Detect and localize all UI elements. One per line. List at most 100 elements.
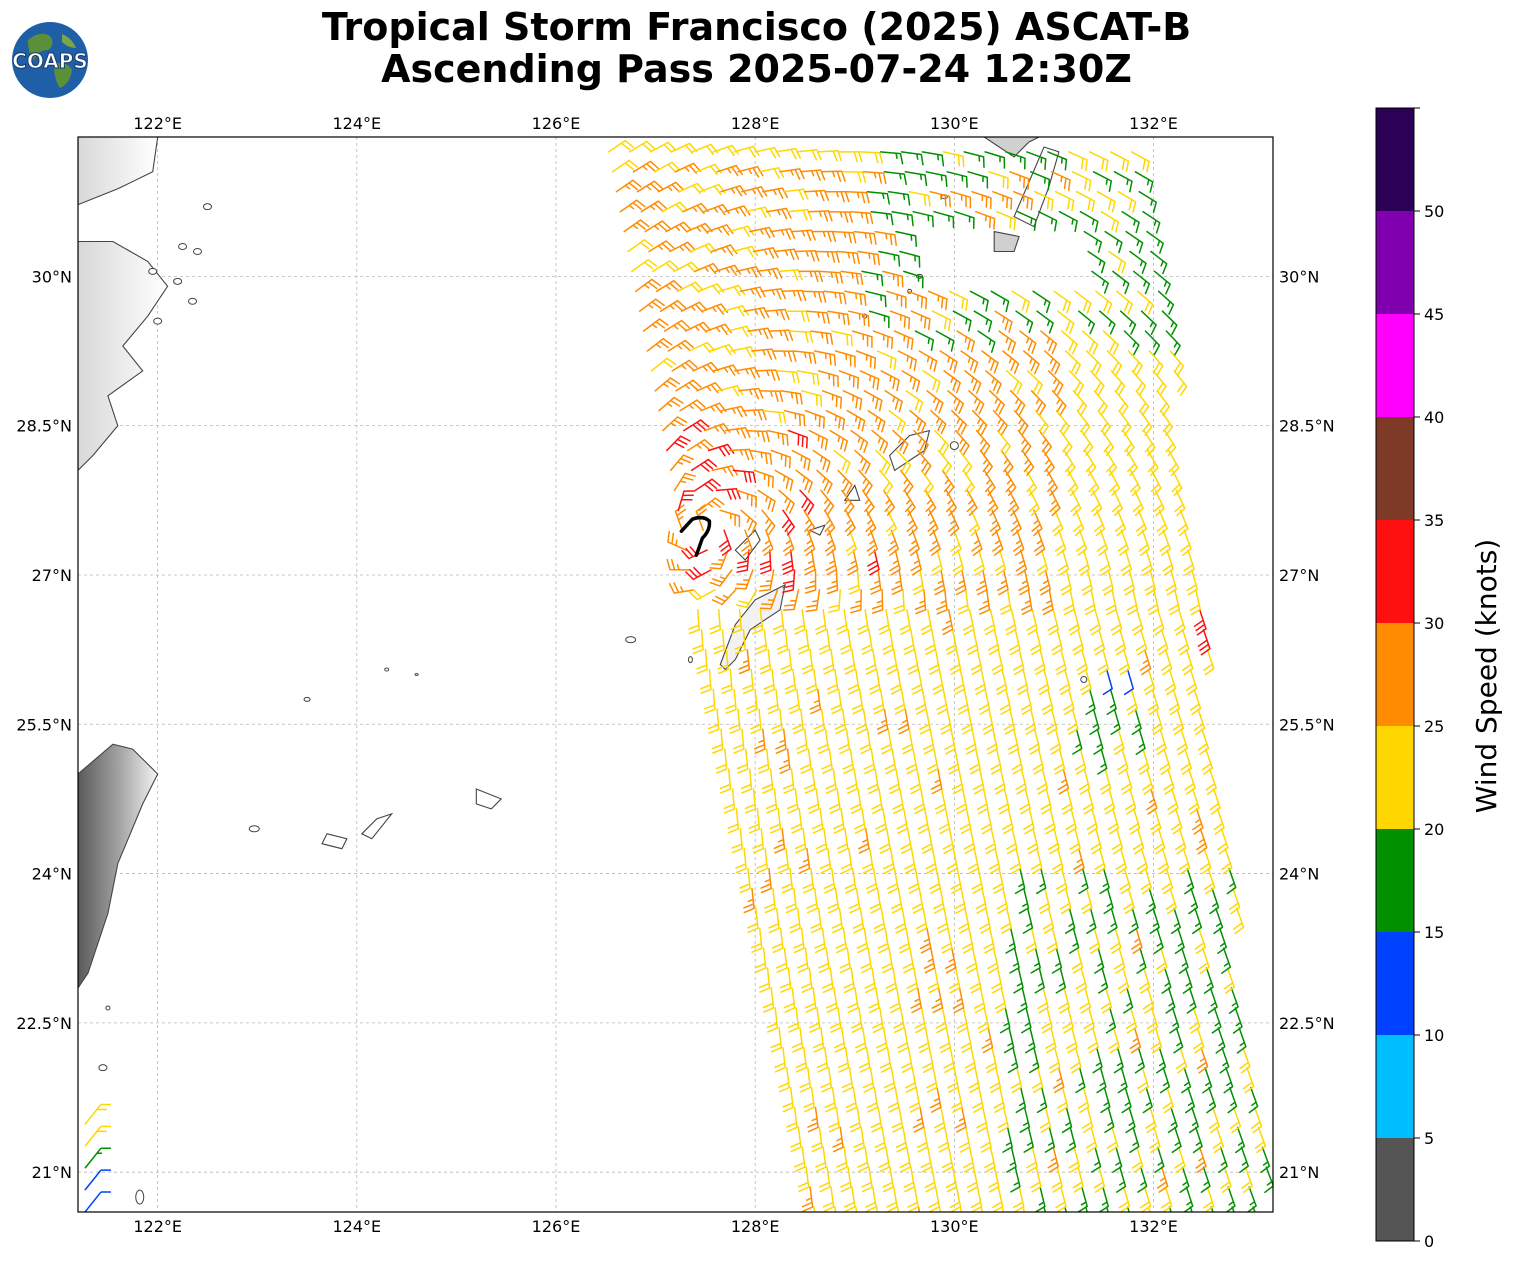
wind-barb	[858, 151, 884, 164]
wind-barb	[903, 1166, 916, 1193]
wind-barb	[1054, 190, 1075, 212]
wind-barb	[720, 185, 747, 197]
wind-barb	[857, 1146, 869, 1173]
wind-barb	[668, 582, 695, 594]
wind-barb	[1194, 927, 1206, 955]
wind-barb	[1172, 708, 1185, 736]
wind-barb	[941, 1146, 954, 1173]
wind-barb	[969, 748, 981, 775]
wind-barb	[1076, 648, 1088, 676]
wind-barb	[929, 529, 941, 556]
wind-barb	[787, 1007, 800, 1033]
wind-barb	[1135, 628, 1148, 656]
lon-tick-label-top: 130°E	[930, 114, 979, 133]
wind-barb	[1015, 1086, 1027, 1114]
wind-barb	[779, 967, 792, 993]
wind-barb	[1017, 987, 1028, 1014]
wind-barb	[1078, 549, 1091, 576]
wind-barb	[846, 768, 858, 795]
wind-barb	[1161, 867, 1174, 895]
wind-barb	[1047, 1146, 1059, 1173]
wind-barb	[869, 569, 882, 595]
wind-barb	[1015, 310, 1034, 334]
wind-barb	[848, 887, 861, 914]
wind-barb	[754, 146, 781, 159]
wind-barb	[820, 1066, 833, 1093]
wind-barb	[867, 549, 880, 576]
wind-barb	[906, 967, 919, 994]
wind-barb	[1049, 728, 1062, 755]
wind-barb	[992, 529, 1004, 556]
colorbar-tick-label: 20	[1424, 820, 1444, 839]
wind-barb	[992, 409, 1008, 436]
wind-barb	[1085, 1126, 1098, 1153]
wind-barb	[1203, 867, 1216, 895]
wind-barb	[854, 808, 866, 834]
wind-barb	[619, 199, 646, 213]
wind-barb	[1126, 688, 1138, 716]
wind-barb	[1025, 927, 1038, 954]
colorbar-tick-label: 15	[1424, 923, 1444, 942]
wind-barb	[746, 688, 758, 715]
wind-barb	[1102, 668, 1113, 696]
wind-barb	[756, 267, 783, 280]
colorbar-bin-15-20	[1376, 829, 1414, 932]
wind-barb	[761, 768, 774, 794]
wind-barb	[772, 927, 784, 954]
wind-barb	[928, 1186, 941, 1212]
wind-barb	[1009, 390, 1026, 415]
wind-barb	[906, 290, 928, 310]
wind-barb	[880, 370, 900, 392]
zhoushan-islet-2	[193, 247, 202, 255]
wind-barb	[692, 361, 719, 374]
wind-barb	[872, 688, 885, 715]
wind-barb	[1009, 628, 1021, 656]
lon-tick-label-top: 122°E	[133, 114, 182, 133]
wind-barb	[825, 409, 846, 431]
wind-barb	[1137, 1066, 1149, 1094]
wind-barb	[793, 1146, 806, 1173]
wind-barb	[778, 489, 795, 514]
wind-barb	[812, 1027, 825, 1053]
wind-barb	[1112, 1146, 1123, 1173]
wind-barb	[784, 668, 797, 695]
lat-tick-label-left: 24°N	[32, 865, 72, 884]
lon-tick-label-top: 132°E	[1129, 114, 1178, 133]
wind-barb	[1209, 788, 1221, 815]
wind-barb	[1024, 708, 1037, 735]
wind-barb	[1006, 370, 1023, 395]
wind-barb	[1002, 350, 1020, 374]
wind-barb	[1018, 887, 1030, 914]
wind-barb	[1068, 370, 1085, 396]
wind-barb	[1068, 609, 1081, 636]
wind-barb	[843, 967, 855, 994]
wind-barb	[971, 409, 988, 435]
wind-barb	[1129, 1027, 1142, 1054]
zhoushan-islet-5	[188, 297, 198, 305]
wind-barb	[1111, 489, 1124, 517]
wind-barb	[814, 927, 826, 954]
wind-barb	[773, 828, 786, 854]
wind-barb	[628, 140, 656, 153]
wind-barb	[1081, 1106, 1094, 1134]
wind-barb	[986, 728, 998, 755]
wind-barb	[836, 250, 860, 265]
wind-barb	[1089, 609, 1102, 636]
lat-tick-label-right: 28.5°N	[1279, 417, 1335, 436]
wind-barb	[676, 281, 704, 293]
wind-barb	[910, 310, 931, 331]
wind-barb	[980, 1126, 992, 1153]
wind-barb	[926, 748, 939, 775]
wind-barb	[856, 927, 869, 954]
wind-barb	[976, 788, 989, 815]
wind-barb	[833, 808, 845, 834]
wind-barb	[607, 139, 635, 153]
wind-barb	[655, 280, 683, 293]
wind-barb	[909, 768, 922, 795]
wind-barb	[1175, 1047, 1188, 1074]
wind-barb	[615, 179, 642, 193]
wind-barb	[823, 290, 847, 305]
wind-barb	[1034, 409, 1050, 436]
wind-barb	[1039, 1106, 1052, 1133]
okinoerabu	[734, 529, 761, 561]
